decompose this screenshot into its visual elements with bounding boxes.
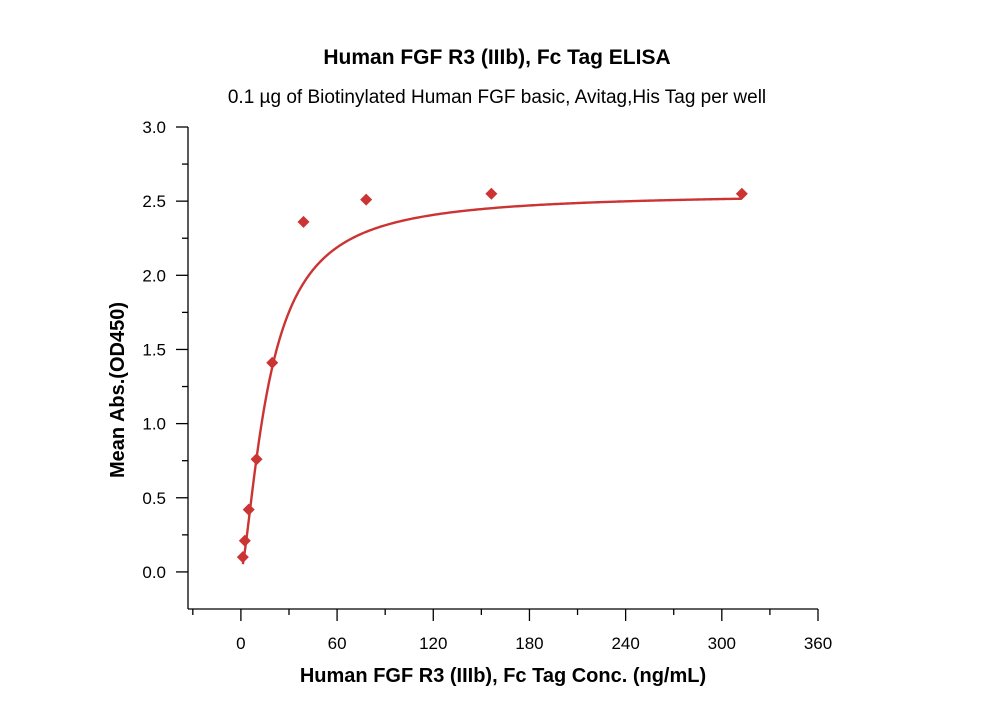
data-point [297,215,310,228]
data-point [266,356,279,369]
y-tick-label: 0.5 [142,489,166,508]
y-axis-title: Mean Abs.(OD450) [107,302,129,478]
data-point [360,193,373,206]
data-point [735,187,748,200]
data-points [236,187,748,564]
x-axis-ticks: 0 60 120 180 240 300 360 [192,609,832,653]
x-tick-label: 0 [236,634,245,653]
data-point [238,534,251,547]
y-tick-label: 1.0 [142,415,166,434]
y-tick-label: 3.0 [142,118,166,137]
x-tick-label: 360 [804,634,832,653]
y-axis-ticks: 0.0 0.5 1.0 1.5 2.0 2.5 3.0 [142,118,188,582]
x-tick-label: 60 [328,634,347,653]
data-point [485,187,498,200]
y-tick-label: 2.5 [142,192,166,211]
chart-title: Human FGF R3 (IIIb), Fc Tag ELISA [323,46,670,69]
x-tick-label: 120 [419,634,447,653]
y-tick-label: 1.5 [142,340,166,359]
data-point [250,453,263,466]
data-point [242,503,255,516]
y-tick-label: 0.0 [142,563,166,582]
x-tick-label: 240 [611,634,639,653]
data-point [236,551,249,564]
chart-subtitle: 0.1 µg of Biotinylated Human FGF basic, … [228,87,766,108]
x-tick-label: 300 [708,634,736,653]
y-tick-label: 2.0 [142,266,166,285]
x-tick-label: 180 [515,634,543,653]
x-axis-title: Human FGF R3 (IIIb), Fc Tag Conc. (ng/mL… [300,665,706,687]
fit-curve [241,197,742,565]
